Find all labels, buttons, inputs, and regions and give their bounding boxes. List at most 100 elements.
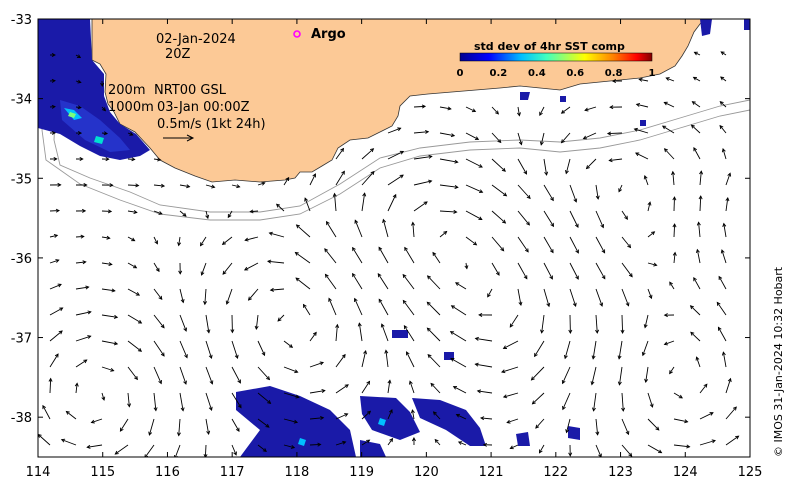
current-vector-head bbox=[617, 355, 622, 360]
current-vector-head bbox=[77, 105, 82, 110]
current-vector bbox=[352, 273, 363, 290]
current-vector bbox=[543, 158, 548, 176]
current-vector-head bbox=[227, 213, 232, 219]
current-vector-head bbox=[672, 251, 677, 256]
current-vector-head bbox=[353, 297, 358, 302]
current-vector bbox=[245, 236, 259, 241]
current-vector-head bbox=[621, 407, 626, 412]
current-vector-head bbox=[134, 375, 138, 381]
current-vector bbox=[509, 314, 519, 328]
current-vector-head bbox=[684, 419, 689, 424]
current-vector bbox=[75, 359, 87, 368]
current-vector-head bbox=[111, 288, 116, 293]
current-vector-head bbox=[102, 107, 107, 112]
current-vector-head bbox=[399, 174, 404, 179]
current-vector bbox=[283, 418, 298, 423]
current-vector-head bbox=[643, 324, 648, 329]
y-tick-label: -33 bbox=[11, 13, 32, 28]
colorbar-tick-label: 0.6 bbox=[566, 68, 584, 79]
current-vector bbox=[42, 405, 51, 420]
current-vector bbox=[517, 210, 530, 226]
current-vector-head bbox=[549, 275, 553, 280]
current-vector-head bbox=[426, 301, 431, 306]
current-vector-head bbox=[653, 262, 658, 267]
current-vector bbox=[385, 350, 389, 368]
current-vector bbox=[491, 158, 506, 172]
current-vector bbox=[439, 106, 451, 110]
current-vector bbox=[517, 184, 531, 199]
current-vector bbox=[439, 231, 447, 238]
current-vector bbox=[450, 331, 467, 342]
x-tick-label: 117 bbox=[220, 465, 245, 480]
current-vector-head bbox=[101, 396, 106, 401]
current-vector-head bbox=[534, 352, 538, 358]
current-vector bbox=[378, 299, 389, 316]
current-vector-head bbox=[294, 369, 299, 374]
current-vector bbox=[432, 252, 441, 264]
current-vector-head bbox=[711, 439, 716, 444]
current-vector bbox=[566, 418, 571, 433]
current-vector bbox=[591, 366, 597, 385]
time-label: 20Z bbox=[165, 47, 191, 62]
current-vector-head bbox=[561, 379, 566, 385]
current-vector-head bbox=[397, 127, 402, 132]
current-vector-head bbox=[100, 82, 105, 87]
current-vector bbox=[647, 444, 662, 454]
current-vector bbox=[694, 51, 701, 56]
current-vector bbox=[465, 132, 479, 140]
current-vector-head bbox=[550, 222, 555, 228]
current-vector bbox=[354, 220, 363, 238]
current-vector bbox=[75, 311, 91, 316]
current-vector-head bbox=[324, 273, 329, 278]
current-vector bbox=[569, 236, 579, 254]
current-vector bbox=[543, 184, 554, 201]
current-vector-head bbox=[249, 209, 254, 214]
current-vector bbox=[451, 305, 467, 316]
current-vector-head bbox=[495, 271, 500, 276]
current-vector-head bbox=[410, 409, 415, 414]
current-vector bbox=[595, 262, 606, 279]
current-vector-head bbox=[183, 380, 187, 385]
current-vector bbox=[200, 236, 207, 246]
current-vector bbox=[413, 155, 432, 160]
current-vector-head bbox=[254, 325, 259, 331]
current-vector-head bbox=[158, 211, 163, 215]
current-vector-head bbox=[247, 296, 252, 301]
colorbar-tick-label: 0 bbox=[457, 68, 464, 79]
current-vector-head bbox=[574, 223, 579, 228]
current-vector-head bbox=[211, 184, 216, 189]
current-vector bbox=[231, 392, 242, 408]
current-vector bbox=[517, 106, 520, 116]
current-vector-head bbox=[312, 331, 317, 336]
contour-label-1000m: 1000m bbox=[108, 100, 154, 115]
current-vector bbox=[693, 76, 701, 82]
current-vector bbox=[722, 148, 727, 160]
current-vector bbox=[595, 288, 603, 307]
current-vector-head bbox=[669, 281, 673, 286]
current-vector bbox=[465, 158, 483, 168]
current-vector bbox=[517, 158, 527, 175]
current-vector bbox=[564, 340, 571, 359]
current-vector bbox=[583, 132, 597, 140]
current-vector-head bbox=[450, 133, 456, 138]
current-vector bbox=[434, 439, 441, 446]
current-vector bbox=[75, 383, 78, 394]
current-vector-head bbox=[302, 303, 307, 308]
current-vector bbox=[696, 249, 701, 264]
y-tick-label: -38 bbox=[11, 411, 32, 426]
current-vector-head bbox=[366, 439, 371, 444]
current-vector bbox=[309, 417, 324, 420]
current-vector-head bbox=[65, 410, 70, 415]
current-vector-head bbox=[565, 170, 569, 175]
current-vector bbox=[205, 314, 210, 333]
current-vector-head bbox=[127, 403, 132, 408]
current-vector-head bbox=[411, 221, 416, 226]
current-vector bbox=[690, 332, 701, 342]
current-vector-head bbox=[55, 259, 60, 263]
current-vector bbox=[66, 411, 77, 420]
x-tick-label: 114 bbox=[26, 465, 51, 480]
current-vector-head bbox=[208, 354, 213, 360]
current-vector bbox=[127, 340, 142, 352]
current-vector-head bbox=[137, 347, 143, 352]
current-vector bbox=[120, 418, 129, 432]
